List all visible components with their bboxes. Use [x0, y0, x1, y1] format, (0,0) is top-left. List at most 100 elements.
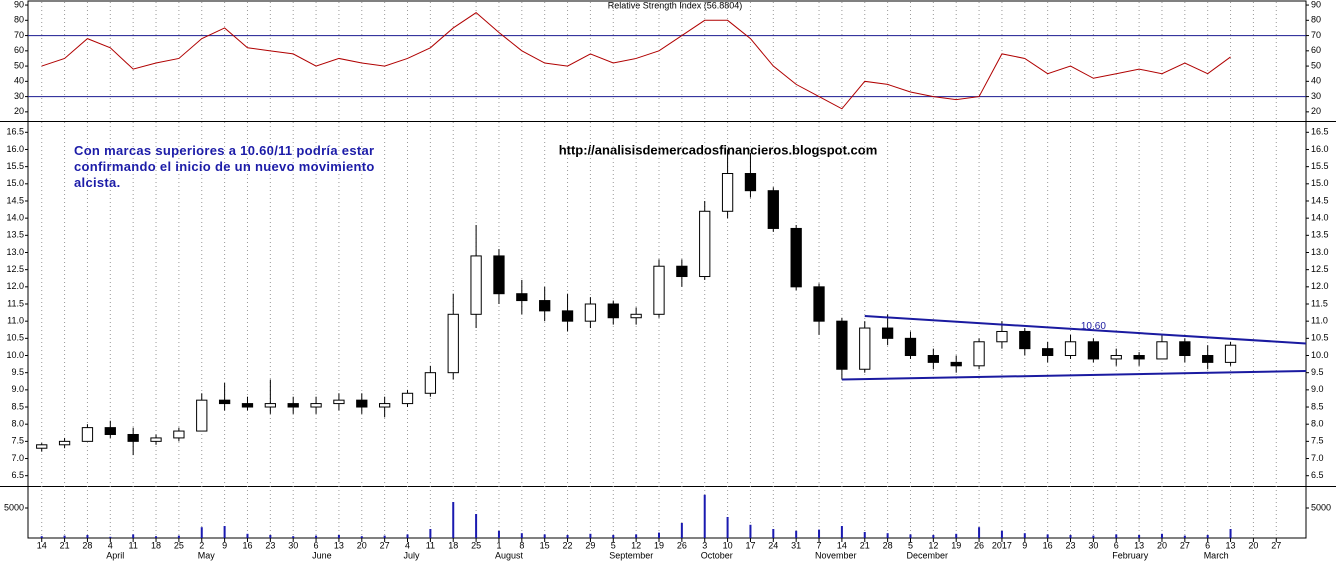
candle-body	[493, 255, 505, 295]
x-tick-label: 26	[974, 540, 984, 550]
x-tick-label: 2	[199, 540, 204, 550]
x-tick-label: 27	[1271, 540, 1281, 550]
x-tick-label: 29	[585, 540, 595, 550]
candle-body	[699, 210, 711, 278]
candle-body	[333, 399, 345, 405]
candle-body	[104, 427, 116, 435]
y-tick-label: 11.0	[7, 316, 24, 326]
x-tick-label: 21	[860, 540, 870, 550]
x-tick-label: 30	[288, 540, 298, 550]
x-tick-label: 18	[448, 540, 458, 550]
y-tick-label: 15.5	[1311, 161, 1329, 171]
y-tick-label: 12.5	[6, 264, 24, 274]
x-tick-label: 13	[334, 540, 344, 550]
y-tick-label: 6.5	[1311, 470, 1324, 480]
candle-body	[447, 313, 459, 374]
candle-body	[356, 399, 368, 408]
url-annotation: http://analisisdemercadosfinancieros.blo…	[559, 142, 878, 157]
y-tick-label: 10.0	[6, 350, 24, 360]
volume-bar	[772, 529, 775, 538]
candle-body	[379, 403, 391, 408]
y-tick-label: 11.5	[1311, 298, 1328, 308]
y-tick-label: 8.0	[11, 419, 24, 429]
volume-bar	[177, 535, 180, 538]
candle-body	[1087, 341, 1100, 360]
volume-bar	[589, 533, 592, 538]
x-tick-label: 22	[563, 540, 573, 550]
volume-bar	[223, 526, 226, 538]
annotation-text: Con marcas superiores a 10.60/11 podría …	[74, 143, 375, 190]
y-tick-label: 14.0	[6, 213, 24, 223]
x-tick-label: 6	[1205, 540, 1210, 550]
y-tick-label: 5000	[1311, 502, 1331, 512]
volume-bar	[63, 535, 66, 538]
volume-bar	[1206, 535, 1209, 538]
x-tick-label: 27	[1180, 540, 1190, 550]
y-tick-label: 16.5	[6, 127, 24, 137]
y-tick-label: 80	[14, 15, 24, 25]
month-label: December	[906, 550, 948, 560]
candle-body	[973, 341, 985, 367]
volume-bar	[406, 534, 409, 538]
x-tick-label: 28	[883, 540, 893, 550]
y-tick-label: 6.5	[11, 470, 24, 480]
x-tick-label: 12	[928, 540, 938, 550]
x-tick-label: 25	[471, 540, 481, 550]
volume-bar	[818, 529, 821, 538]
candle-body	[1064, 341, 1077, 357]
volume-bar	[955, 533, 958, 538]
level-label: 10.60	[1081, 321, 1106, 332]
y-tick-label: 30	[1311, 91, 1321, 101]
volume-bar	[520, 533, 523, 538]
x-tick-label: 19	[654, 540, 664, 550]
y-tick-label: 11.0	[1311, 316, 1328, 326]
x-tick-label: 14	[37, 540, 47, 550]
x-tick-label: 26	[677, 540, 687, 550]
candle-body	[1202, 355, 1214, 363]
y-tick-label: 14.0	[1311, 213, 1329, 223]
candle-body	[310, 403, 322, 408]
x-tick-label: 11	[128, 540, 137, 550]
month-label: April	[106, 550, 124, 560]
trend-line	[864, 315, 1307, 345]
y-tick-label: 90	[14, 0, 24, 9]
x-tick-label: 3	[702, 540, 707, 550]
month-label: November	[815, 550, 857, 560]
volume-bar	[840, 526, 843, 538]
volume-bar	[612, 535, 615, 538]
candle-body	[173, 430, 185, 439]
candle-body	[127, 433, 139, 442]
volume-bar	[726, 517, 729, 538]
x-tick-label: 11	[426, 540, 435, 550]
volume-bar	[909, 534, 912, 538]
volume-bar	[749, 524, 752, 538]
x-tick-label: 1	[496, 540, 501, 550]
candle-body	[401, 392, 414, 405]
volume-bar	[315, 535, 318, 538]
y-tick-label: 5000	[4, 502, 24, 512]
volume-bar	[1000, 530, 1003, 538]
candle-body	[1179, 341, 1191, 357]
volume-bar	[155, 536, 158, 538]
candle-body	[881, 327, 894, 339]
y-tick-label: 8.0	[1311, 419, 1324, 429]
volume-bar	[657, 532, 660, 538]
x-tick-label: 28	[82, 540, 92, 550]
candle-body	[790, 227, 802, 288]
candle-body	[996, 330, 1008, 343]
month-label: February	[1112, 550, 1149, 560]
month-label: July	[404, 550, 421, 560]
volume-bar	[1138, 535, 1141, 538]
month-label: September	[609, 550, 653, 560]
y-tick-label: 8.5	[11, 401, 24, 411]
candle-body	[58, 440, 71, 446]
y-tick-label: 7.0	[1311, 453, 1324, 463]
y-tick-label: 90	[1311, 0, 1321, 9]
y-tick-label: 8.5	[1311, 401, 1324, 411]
y-tick-label: 13.5	[6, 230, 24, 240]
candle-body	[470, 255, 482, 315]
x-tick-label: 9	[222, 540, 227, 550]
x-tick-label: 15	[540, 540, 550, 550]
y-tick-label: 60	[1311, 45, 1321, 55]
volume-bar	[132, 534, 135, 538]
